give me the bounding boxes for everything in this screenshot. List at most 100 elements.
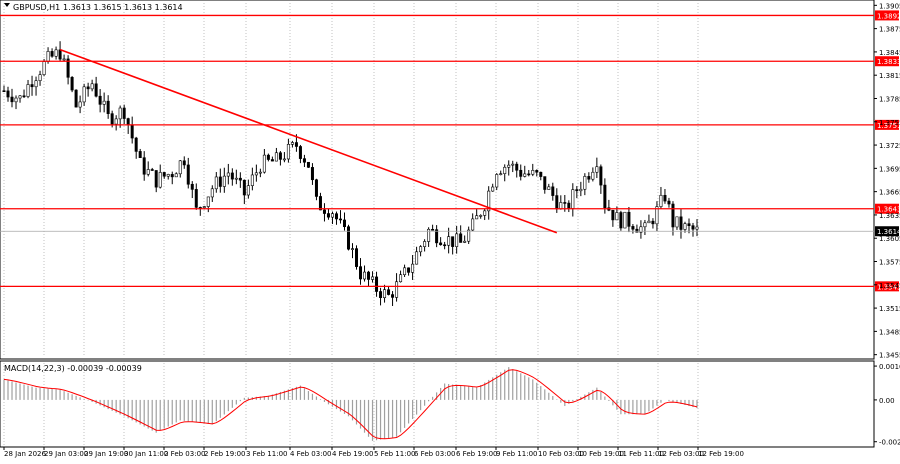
candle-body (298, 146, 302, 159)
ohlc-label: 1.3613 1.3615 1.3613 1.3614 (63, 3, 183, 12)
candle (302, 154, 306, 168)
candle (30, 75, 34, 96)
candle-body (210, 188, 214, 198)
candle-body (539, 171, 543, 177)
candle-body (527, 173, 531, 176)
candle (459, 225, 463, 243)
candles (2, 41, 699, 306)
candle (667, 197, 671, 208)
trendline[interactable] (59, 48, 558, 234)
candle-body (158, 172, 162, 188)
candle-body (306, 161, 310, 168)
candle-body (383, 289, 387, 298)
candle-body (551, 186, 555, 196)
candle (511, 160, 515, 173)
candle-body (338, 218, 342, 221)
candle-body (262, 154, 266, 173)
x-tick-label: 4 Feb 19:00 (332, 450, 373, 458)
candle (38, 70, 42, 86)
candle (671, 201, 675, 236)
candle-body (130, 124, 134, 139)
candle (451, 236, 455, 255)
candle (359, 258, 363, 285)
candle-body (647, 220, 651, 224)
x-tick-label: 9 Feb 11:00 (496, 450, 537, 458)
candle (535, 169, 539, 177)
candle (114, 115, 118, 131)
candle (314, 178, 318, 201)
candle (10, 88, 14, 108)
candle-body (399, 274, 403, 283)
candle-body (202, 206, 206, 208)
candle (66, 55, 70, 85)
y-tick-label: 1.3845 (879, 49, 900, 57)
level-price-tag: 1.3751 (875, 119, 900, 130)
candle-body (615, 212, 619, 221)
candle (270, 156, 274, 162)
candle (94, 76, 98, 98)
candle (499, 170, 503, 176)
candle-body (342, 219, 346, 228)
level-tag-bg (875, 10, 899, 21)
candle (18, 95, 22, 103)
candle (619, 210, 623, 231)
candle (419, 245, 423, 257)
candle (519, 164, 523, 181)
y-tick-label: 1.3725 (879, 142, 900, 150)
candle-body (675, 216, 679, 228)
candle-body (651, 220, 655, 225)
price-panel[interactable] (0, 0, 875, 360)
macd-y-tick-label: -0.00204 (879, 439, 900, 447)
candle (351, 243, 355, 259)
candle-body (94, 83, 98, 97)
candle-body (26, 84, 30, 97)
candle (591, 167, 595, 182)
candle-body (679, 216, 683, 230)
y-tick-label: 1.3485 (879, 328, 900, 336)
candle-body (346, 226, 350, 250)
candle (595, 157, 599, 179)
candle-body (559, 202, 563, 210)
level-tag-text: 1.3643 (877, 206, 900, 214)
candle (371, 271, 375, 283)
y-tick-label: 1.3665 (879, 189, 900, 197)
current-tag-text: 1.3614 (877, 228, 900, 236)
macd-panel[interactable] (0, 360, 875, 448)
candle (443, 241, 447, 250)
candle (242, 179, 246, 205)
candle (334, 211, 338, 225)
candle-body (435, 229, 439, 244)
candle (627, 206, 631, 233)
candle-body (54, 49, 58, 57)
candle (587, 172, 591, 183)
candle (286, 138, 290, 163)
candle (22, 89, 26, 99)
candle (383, 284, 387, 303)
candle-body (86, 86, 90, 90)
candle-body (407, 267, 411, 273)
candle-body (178, 160, 182, 175)
level-price-tag: 1.3543 (875, 281, 900, 292)
level-price-tag: 1.3643 (875, 203, 900, 214)
candle-body (583, 176, 587, 190)
candle (575, 186, 579, 199)
candle-body (355, 248, 359, 267)
candle-body (162, 172, 166, 177)
candle (375, 271, 379, 297)
candle-body (447, 236, 451, 246)
candle (318, 192, 322, 211)
candle-body (571, 189, 575, 209)
candle (274, 147, 278, 162)
candle (539, 171, 543, 181)
candle-body (535, 170, 539, 173)
candle-body (238, 177, 242, 181)
candle-body (138, 151, 142, 159)
candle-body (483, 210, 487, 216)
candle (403, 264, 407, 278)
candle-body (50, 51, 54, 57)
candle-body (663, 194, 667, 202)
candle-body (391, 294, 395, 298)
candle (194, 183, 198, 210)
